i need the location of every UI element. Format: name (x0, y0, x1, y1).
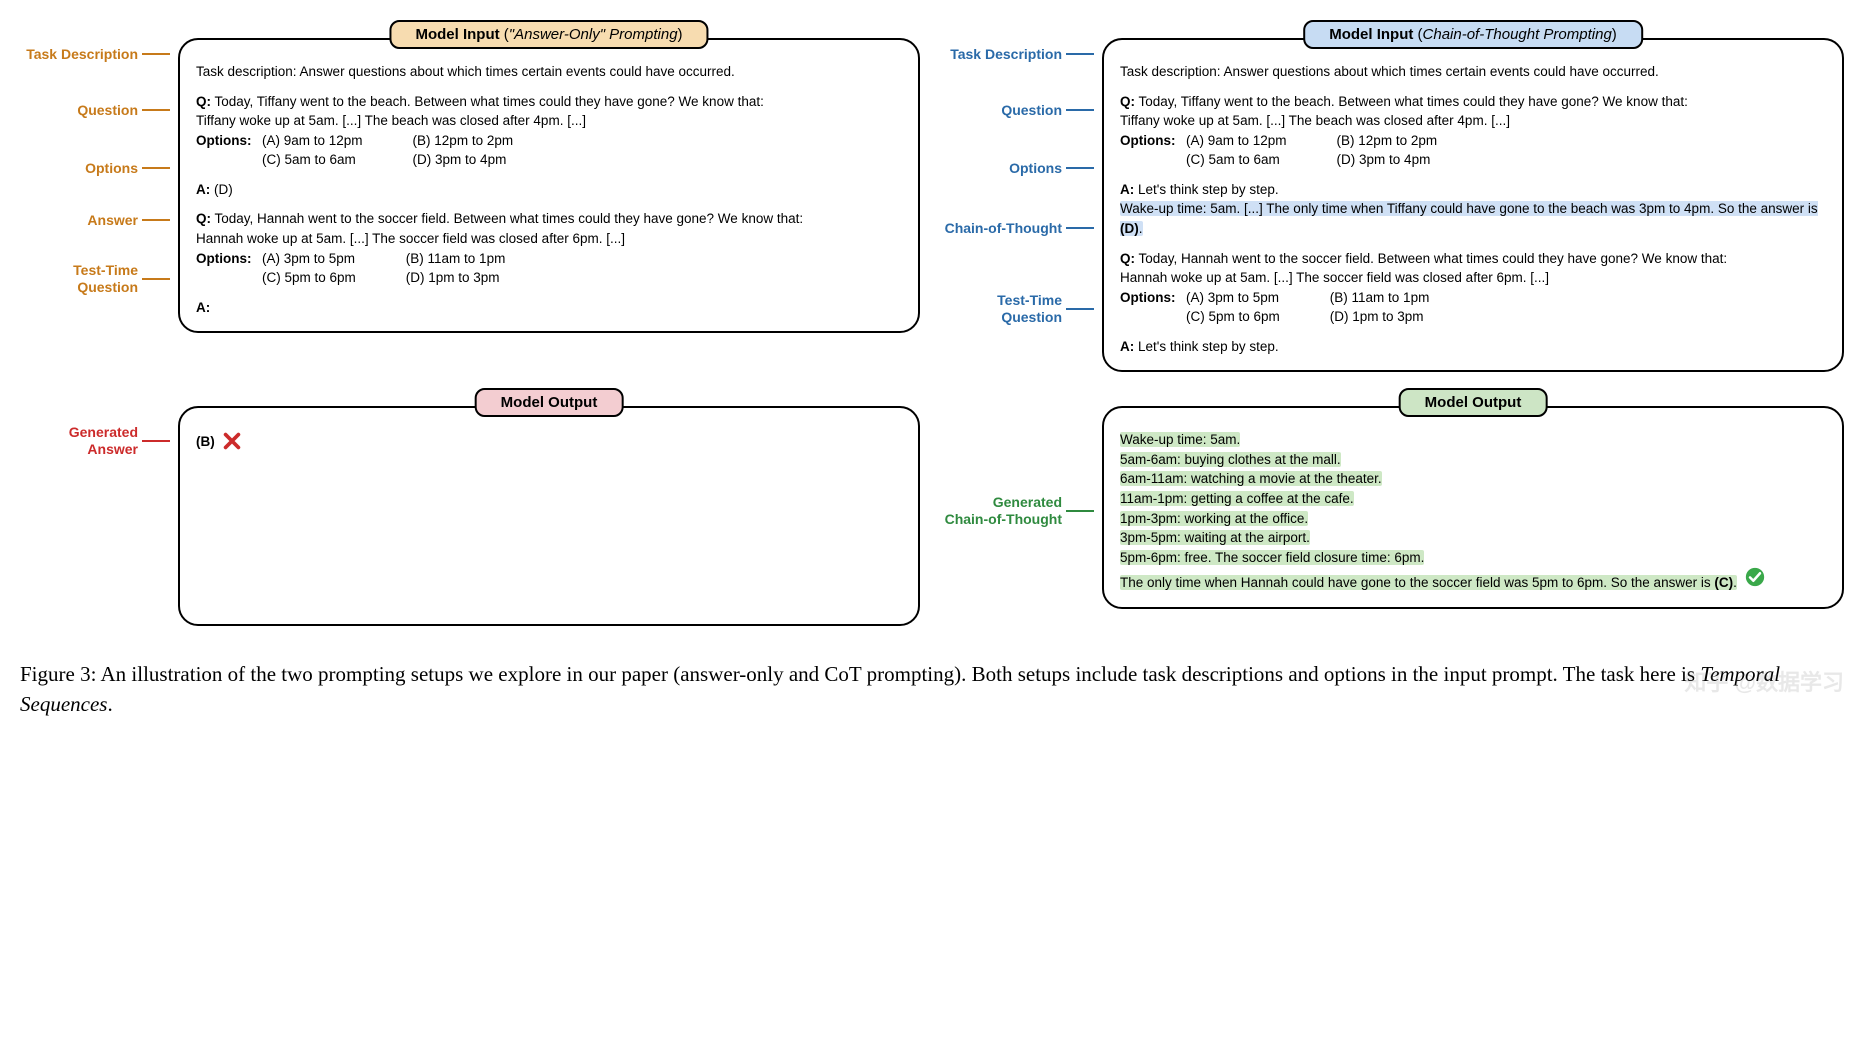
label-test-time: Test-Time Question (73, 262, 170, 296)
label-text: Options (85, 160, 138, 177)
label-line (1066, 510, 1094, 512)
label-line (1066, 308, 1094, 310)
caption-wrap: Figure 3: An illustration of the two pro… (20, 642, 1844, 719)
label-text: Question (77, 102, 138, 119)
left-output-body: (B) (196, 430, 902, 610)
cot-hl-text: Wake-up time: 5am. [...] The only time w… (1120, 201, 1818, 236)
label-text: Options (1009, 160, 1062, 177)
label-line (142, 167, 170, 169)
right-output-panel: Model Output Wake-up time: 5am.5am-6am: … (1102, 406, 1844, 609)
label-text: Test-Time Question (997, 292, 1062, 326)
label-text: Answer (87, 212, 138, 229)
right-output-body: Wake-up time: 5am.5am-6am: buying clothe… (1120, 430, 1826, 593)
right-input-panel-wrap: Model Input (Chain-of-Thought Prompting)… (1102, 20, 1844, 372)
left-output-panel: Model Output (B) (178, 406, 920, 626)
label-question: Question (1001, 102, 1094, 119)
label-line (142, 278, 170, 280)
left-output-labels: Generated Answer (20, 388, 170, 626)
output-row: Generated Answer Model Output (B) (20, 388, 1844, 626)
left-input-col: Task Description Question Options Answer… (20, 20, 920, 372)
label-line (1066, 53, 1094, 55)
label-text: Generated Chain-of-Thought (945, 494, 1062, 528)
label-line (1066, 167, 1094, 169)
left-input-tab: Model Input ("Answer-Only" Prompting) (389, 20, 708, 49)
generated-answer: (B) (196, 430, 902, 452)
test-options-label: Options: (1120, 288, 1186, 327)
test-question-text: Q: Today, Hannah went to the soccer fiel… (1120, 249, 1826, 269)
label-task-desc: Task Description (26, 46, 170, 63)
left-output-col: Generated Answer Model Output (B) (20, 388, 920, 626)
label-cot: Chain-of-Thought (945, 220, 1094, 237)
answer-line: A: (D) (196, 180, 902, 200)
test-options-label: Options: (196, 249, 262, 288)
label-test-time: Test-Time Question (997, 292, 1094, 326)
label-question: Question (77, 102, 170, 119)
test-options-grid: (A) 3pm to 5pm(C) 5pm to 6pm(B) 11am to … (1186, 288, 1429, 327)
label-text: Task Description (950, 46, 1062, 63)
right-output-col: Generated Chain-of-Thought Model Output … (944, 388, 1844, 626)
check-icon (1745, 567, 1765, 587)
label-line (142, 53, 170, 55)
test-options-grid: (A) 3pm to 5pm(C) 5pm to 6pm(B) 11am to … (262, 249, 505, 288)
options-block: Options: (A) 9am to 12pm(C) 5am to 6am(B… (1120, 131, 1826, 170)
right-input-body: Task description: Answer questions about… (1120, 62, 1826, 356)
figure-container: Task Description Question Options Answer… (20, 20, 1844, 719)
right-input-tab: Model Input (Chain-of-Thought Prompting) (1303, 20, 1643, 49)
question-text: Q: Today, Tiffany went to the beach. Bet… (1120, 92, 1826, 112)
label-generated-answer: Generated Answer (69, 424, 170, 458)
left-output-tab: Model Output (475, 388, 624, 417)
test-context-text: Hannah woke up at 5am. [...] The soccer … (196, 229, 902, 249)
task-desc-text: Task description: Answer questions about… (196, 62, 902, 82)
test-options-block: Options: (A) 3pm to 5pm(C) 5pm to 6pm(B)… (1120, 288, 1826, 327)
options-label: Options: (1120, 131, 1186, 170)
options-grid: (A) 9am to 12pm(C) 5am to 6am(B) 12pm to… (1186, 131, 1437, 170)
question-text: Q: Today, Tiffany went to the beach. Bet… (196, 92, 902, 112)
label-text: Chain-of-Thought (945, 220, 1062, 237)
label-generated-cot: Generated Chain-of-Thought (945, 494, 1094, 528)
label-line (142, 440, 170, 442)
cot-highlight: Wake-up time: 5am. [...] The only time w… (1120, 199, 1826, 238)
label-text: Task Description (26, 46, 138, 63)
label-options: Options (1009, 160, 1094, 177)
context-text: Tiffany woke up at 5am. [...] The beach … (196, 111, 902, 131)
right-input-col: Task Description Question Options Chain-… (944, 20, 1844, 372)
answer-text: (B) (196, 432, 215, 452)
label-answer: Answer (87, 212, 170, 229)
options-label: Options: (196, 131, 262, 170)
test-a-prefix: A: (196, 298, 902, 318)
left-input-labels: Task Description Question Options Answer… (20, 20, 170, 372)
label-line (142, 109, 170, 111)
label-line (1066, 109, 1094, 111)
right-input-labels: Task Description Question Options Chain-… (944, 20, 1094, 372)
left-output-panel-wrap: Model Output (B) (178, 388, 920, 626)
label-text: Question (1001, 102, 1062, 119)
test-a-prefix: A: Let's think step by step. (1120, 337, 1826, 357)
test-context-text: Hannah woke up at 5am. [...] The soccer … (1120, 268, 1826, 288)
left-input-body: Task description: Answer questions about… (196, 62, 902, 317)
options-block: Options: (A) 9am to 12pm(C) 5am to 6am(B… (196, 131, 902, 170)
label-text: Generated Answer (69, 424, 138, 458)
output-lines: Wake-up time: 5am.5am-6am: buying clothe… (1120, 430, 1826, 593)
label-task-desc: Task Description (950, 46, 1094, 63)
left-input-panel: Model Input ("Answer-Only" Prompting) Ta… (178, 38, 920, 333)
context-text: Tiffany woke up at 5am. [...] The beach … (1120, 111, 1826, 131)
right-output-tab: Model Output (1399, 388, 1548, 417)
options-grid: (A) 9am to 12pm(C) 5am to 6am(B) 12pm to… (262, 131, 513, 170)
right-output-panel-wrap: Model Output Wake-up time: 5am.5am-6am: … (1102, 388, 1844, 626)
figure-caption: Figure 3: An illustration of the two pro… (20, 660, 1844, 719)
test-options-block: Options: (A) 3pm to 5pm(C) 5pm to 6pm(B)… (196, 249, 902, 288)
cot-prefix: A: Let's think step by step. (1120, 180, 1826, 200)
label-options: Options (85, 160, 170, 177)
cross-icon (221, 430, 243, 452)
input-row: Task Description Question Options Answer… (20, 20, 1844, 372)
test-question-text: Q: Today, Hannah went to the soccer fiel… (196, 209, 902, 229)
right-input-panel: Model Input (Chain-of-Thought Prompting)… (1102, 38, 1844, 372)
task-desc-text: Task description: Answer questions about… (1120, 62, 1826, 82)
label-line (142, 219, 170, 221)
label-line (1066, 227, 1094, 229)
left-input-panel-wrap: Model Input ("Answer-Only" Prompting) Ta… (178, 20, 920, 372)
right-output-labels: Generated Chain-of-Thought (944, 388, 1094, 626)
label-text: Test-Time Question (73, 262, 138, 296)
